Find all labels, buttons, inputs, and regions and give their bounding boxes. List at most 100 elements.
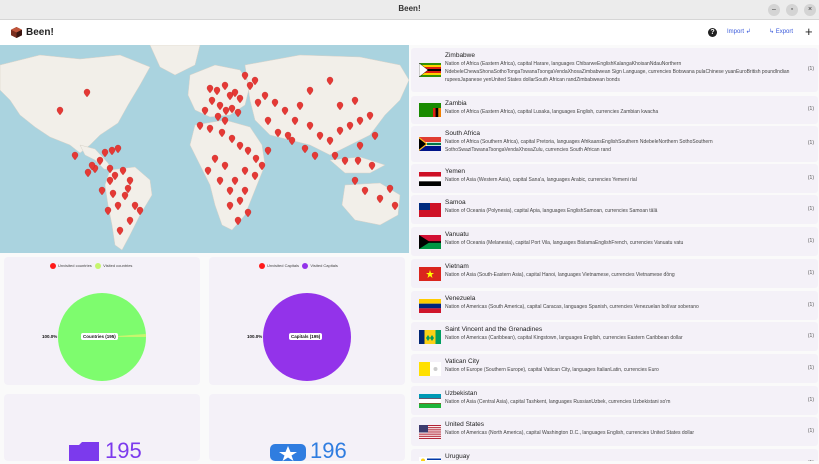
capitals-pie-pct-label: 100.0% [247, 334, 263, 339]
country-description: Nation of Asia (Central Asia), capital T… [445, 399, 671, 405]
visit-count: (1) [807, 238, 814, 244]
legend-dot-unvisited [259, 263, 265, 269]
country-row[interactable]: Vanuatu Nation of Oceania (Melanesia), ca… [411, 227, 818, 256]
country-description: Nation of Africa (Eastern Africa), capit… [445, 61, 790, 84]
visited-marker [251, 76, 259, 86]
legend-dot-visited [302, 263, 309, 269]
minimize-button[interactable]: – [768, 4, 780, 16]
visit-count: (1) [807, 140, 814, 146]
country-list[interactable]: Zimbabwe Nation of Africa (Eastern Africa… [410, 45, 819, 461]
country-row[interactable]: Saint Vincent and the Grenadines Nation o… [411, 322, 818, 351]
landmass-asia [244, 54, 409, 156]
country-description: Nation of Asia (South-Eastern Asia), cap… [445, 272, 675, 278]
country-description: Nation of Americas (South America), capi… [445, 304, 699, 310]
close-button[interactable]: × [804, 4, 816, 16]
visited-marker [119, 166, 127, 176]
visited-marker [206, 84, 214, 94]
legend-visited-label: Visited countries [103, 263, 133, 269]
country-row[interactable]: Venezuela Nation of Americas (South Ameri… [411, 291, 818, 320]
visited-marker [131, 201, 139, 211]
country-description: Nation of Europe (Southern Europe), capi… [445, 367, 659, 373]
visited-marker [258, 161, 266, 171]
country-name: Venezuela [445, 295, 476, 302]
visit-count: (1) [807, 302, 814, 308]
flag-vanuatu-icon [419, 235, 441, 249]
visited-marker [271, 98, 279, 108]
visited-marker [114, 144, 122, 154]
help-icon[interactable]: ? [708, 28, 717, 37]
visited-marker [136, 206, 144, 216]
countries-chart-card: Unvisited countries Visited countries Co… [4, 257, 200, 385]
visited-marker [236, 141, 244, 151]
visited-marker [351, 176, 359, 186]
country-row[interactable]: Vatican City Nation of Europe (Southern E… [411, 354, 818, 383]
visited-marker [386, 184, 394, 194]
visited-marker [326, 136, 334, 146]
visited-marker [106, 164, 114, 174]
visited-marker [228, 104, 236, 114]
visit-count: (1) [807, 365, 814, 371]
visited-marker [216, 101, 224, 111]
visited-marker [84, 168, 92, 178]
country-row[interactable]: Vietnam Nation of Asia (South-Eastern Asi… [411, 259, 818, 288]
visited-marker [236, 196, 244, 206]
country-row[interactable]: Zambia Nation of Africa (Eastern Africa),… [411, 96, 818, 124]
world-map[interactable] [0, 45, 409, 253]
visited-marker [306, 86, 314, 96]
visited-marker [251, 171, 259, 181]
add-icon[interactable]: + [805, 24, 813, 39]
country-row[interactable]: Zimbabwe Nation of Africa (Eastern Africa… [411, 48, 818, 92]
maximize-button[interactable]: ▫ [786, 4, 798, 16]
visited-marker [226, 91, 234, 101]
capitals-legend: Unvisited Capitals Visited Capitals [259, 263, 338, 269]
visited-marker [88, 161, 96, 171]
country-row[interactable]: Yemen Nation of Asia (Western Asia), capi… [411, 164, 818, 193]
visited-marker [234, 108, 242, 118]
landmass-south-america [104, 166, 153, 251]
visited-marker [391, 201, 399, 211]
country-row[interactable]: United States Nation of Americas (North A… [411, 417, 818, 446]
app-header: Been! ? Import ↲ ↳ Export + [0, 20, 819, 45]
capitals-stat-card: 196 [209, 394, 405, 463]
visited-marker [291, 116, 299, 126]
country-description: Nation of Oceania (Melanesia), capital P… [445, 240, 684, 246]
flag-samoa-icon [419, 203, 441, 217]
country-row[interactable]: South Africa Nation of Africa (Southern A… [411, 126, 818, 162]
star-badge-icon [270, 444, 306, 461]
visited-marker [106, 176, 114, 186]
visited-marker [108, 146, 116, 156]
visited-marker [111, 171, 119, 181]
visited-marker [213, 86, 221, 96]
visit-count: (1) [807, 206, 814, 212]
flag-zambia-icon [419, 103, 441, 117]
landmass-greenland [149, 45, 201, 76]
country-name: Zambia [445, 100, 467, 107]
visited-marker [346, 121, 354, 131]
country-name: Zimbabwe [445, 52, 475, 59]
visited-marker [126, 176, 134, 186]
import-button[interactable]: Import ↲ [727, 29, 751, 35]
visited-marker [306, 121, 314, 131]
visited-marker [288, 136, 296, 146]
flag-uzbekistan-icon [419, 394, 441, 408]
visited-marker [241, 166, 249, 176]
visited-marker [221, 161, 229, 171]
country-row[interactable]: Samoa Nation of Oceania (Polynesia), capi… [411, 195, 818, 224]
visited-marker [361, 186, 369, 196]
country-row[interactable]: Uzbekistan Nation of Asia (Central Asia),… [411, 386, 818, 415]
visited-marker [341, 156, 349, 166]
visited-marker [228, 134, 236, 144]
visited-marker [371, 131, 379, 141]
visited-marker [236, 94, 244, 104]
legend-unvisited-label: Unvisited Capitals [267, 263, 300, 269]
country-row[interactable]: Uruguay(1) [411, 449, 818, 461]
country-description: Nation of Asia (Western Asia), capital S… [445, 177, 637, 183]
country-description: Nation of Americas (North America), capi… [445, 430, 695, 436]
legend-unvisited-label: Unvisited countries [58, 263, 92, 269]
visited-marker [104, 206, 112, 216]
country-name: Yemen [445, 168, 465, 175]
export-button[interactable]: ↳ Export [769, 29, 794, 35]
country-name: Uruguay [445, 453, 470, 460]
visited-marker [96, 156, 104, 166]
visited-marker [264, 116, 272, 126]
